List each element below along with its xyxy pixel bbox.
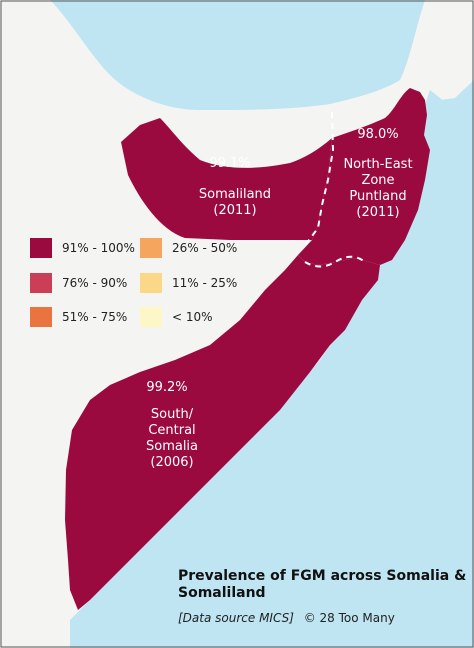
legend-label: 51% - 75%	[62, 310, 128, 324]
legend-item: 26% - 50%	[140, 238, 237, 258]
percent-puntland: 98.0%	[357, 127, 399, 142]
legend-swatch	[140, 238, 162, 258]
percent-somaliland: 99.1%	[209, 156, 251, 171]
source-credit: [Data source MICS] © 28 Too Many	[178, 611, 395, 625]
source-text: [Data source MICS]	[178, 611, 294, 625]
legend-label: 76% - 90%	[62, 276, 128, 290]
legend-item: < 10%	[140, 307, 213, 327]
legend-swatch	[30, 273, 52, 293]
legend-item: 91% - 100%	[30, 238, 135, 258]
map-title: Prevalence of FGM across Somalia & Somal…	[178, 568, 467, 601]
legend-item: 76% - 90%	[30, 273, 127, 293]
legend-item: 51% - 75%	[30, 307, 127, 327]
label-somaliland: Somaliland (2011)	[198, 187, 272, 218]
legend-label: 26% - 50%	[172, 241, 238, 255]
percent-south-central: 99.2%	[146, 380, 188, 395]
label-south-central: South/ Central Somalia (2006)	[145, 407, 199, 470]
legend-swatch	[140, 307, 162, 327]
legend-swatch	[30, 307, 52, 327]
legend-swatch	[30, 238, 52, 258]
legend-item: 11% - 25%	[140, 273, 237, 293]
legend-label: 11% - 25%	[172, 276, 238, 290]
region-south-central	[65, 255, 380, 610]
region-somaliland	[121, 118, 332, 240]
border-somaliland-puntland	[305, 111, 335, 245]
region-puntland	[298, 88, 430, 265]
label-puntland: North-East Zone Puntland (2011)	[343, 157, 413, 220]
sea-east	[75, 80, 474, 648]
legend-label: < 10%	[172, 310, 213, 324]
legend-swatch	[140, 273, 162, 293]
legend-label: 91% - 100%	[62, 241, 135, 255]
copyright-text: © 28 Too Many	[303, 611, 395, 625]
